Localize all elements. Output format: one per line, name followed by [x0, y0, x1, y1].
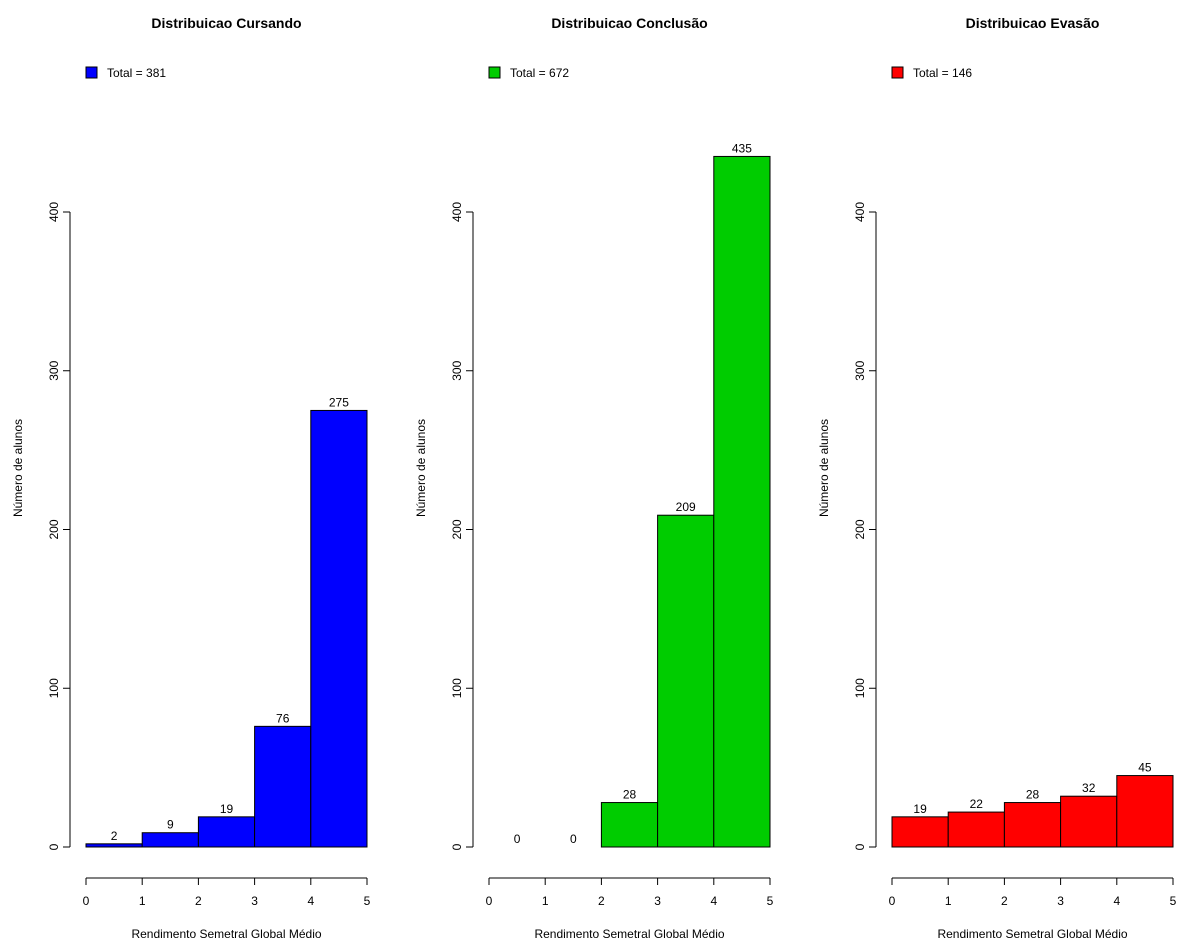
legend-swatch — [891, 66, 904, 79]
bar — [600, 802, 659, 848]
x-tick-label: 4 — [710, 894, 717, 908]
bar — [85, 843, 143, 848]
x-axis-label: Rendimento Semetral Global Médio — [534, 927, 724, 940]
x-tick-label: 0 — [83, 894, 90, 908]
bar — [1116, 775, 1174, 848]
bar — [947, 811, 1005, 848]
chart-title: Distribuicao Evasão — [966, 15, 1100, 31]
y-axis-label: Número de alunos — [817, 419, 831, 517]
y-tick-label: 400 — [47, 202, 61, 222]
bar — [1060, 795, 1118, 848]
y-tick-label: 300 — [450, 360, 464, 380]
y-tick-label: 400 — [450, 202, 464, 222]
y-tick-label: 100 — [47, 678, 61, 698]
x-tick-label: 5 — [364, 894, 371, 908]
y-tick-label: 0 — [47, 843, 61, 850]
x-tick-label: 5 — [1170, 894, 1177, 908]
legend-label: Total = 381 — [107, 66, 166, 80]
data-label: 435 — [732, 141, 752, 155]
data-label: 28 — [1026, 788, 1040, 802]
x-tick-label: 3 — [654, 894, 661, 908]
data-label: 45 — [1138, 761, 1152, 775]
data-label: 76 — [276, 711, 290, 725]
x-tick-label: 4 — [307, 894, 314, 908]
data-label: 19 — [220, 802, 234, 816]
y-axis-label: Número de alunos — [11, 419, 25, 517]
y-tick-label: 100 — [853, 678, 867, 698]
x-tick-label: 2 — [195, 894, 202, 908]
data-label: 2 — [111, 829, 118, 843]
x-tick-label: 5 — [767, 894, 774, 908]
x-tick-label: 1 — [945, 894, 952, 908]
y-tick-label: 300 — [853, 360, 867, 380]
x-tick-label: 1 — [542, 894, 549, 908]
bar — [657, 514, 715, 848]
data-label: 19 — [913, 802, 927, 816]
data-label: 0 — [570, 832, 577, 846]
x-tick-label: 3 — [1057, 894, 1064, 908]
bar — [141, 832, 199, 848]
x-tick-label: 2 — [598, 894, 605, 908]
bar — [891, 816, 949, 848]
chart-title: Distribuicao Cursando — [151, 15, 301, 31]
bar — [310, 409, 368, 848]
bar — [1003, 802, 1062, 848]
bar — [197, 816, 256, 848]
data-label: 209 — [676, 500, 696, 514]
x-axis-label: Rendimento Semetral Global Médio — [131, 927, 321, 940]
bar — [713, 155, 771, 848]
data-label: 28 — [623, 788, 637, 802]
legend-label: Total = 146 — [913, 66, 972, 80]
y-tick-label: 100 — [450, 678, 464, 698]
y-tick-label: 200 — [450, 519, 464, 539]
legend-label: Total = 672 — [510, 66, 569, 80]
y-tick-label: 0 — [450, 843, 464, 850]
data-label: 0 — [514, 832, 521, 846]
y-tick-label: 300 — [47, 360, 61, 380]
data-label: 275 — [329, 395, 349, 409]
y-tick-label: 200 — [47, 519, 61, 539]
legend-swatch — [85, 66, 98, 79]
x-axis-label: Rendimento Semetral Global Médio — [937, 927, 1127, 940]
x-tick-label: 0 — [486, 894, 493, 908]
x-tick-label: 0 — [889, 894, 896, 908]
y-axis-label: Número de alunos — [414, 419, 428, 517]
chart-title: Distribuicao Conclusão — [551, 15, 707, 31]
y-tick-label: 0 — [853, 843, 867, 850]
x-tick-label: 3 — [251, 894, 258, 908]
legend-swatch — [488, 66, 501, 79]
y-tick-label: 400 — [853, 202, 867, 222]
x-tick-label: 4 — [1113, 894, 1120, 908]
x-tick-label: 2 — [1001, 894, 1008, 908]
data-label: 32 — [1082, 781, 1096, 795]
x-tick-label: 1 — [139, 894, 146, 908]
y-tick-label: 200 — [853, 519, 867, 539]
data-label: 22 — [970, 797, 984, 811]
data-label: 9 — [167, 818, 174, 832]
bar — [254, 725, 312, 848]
